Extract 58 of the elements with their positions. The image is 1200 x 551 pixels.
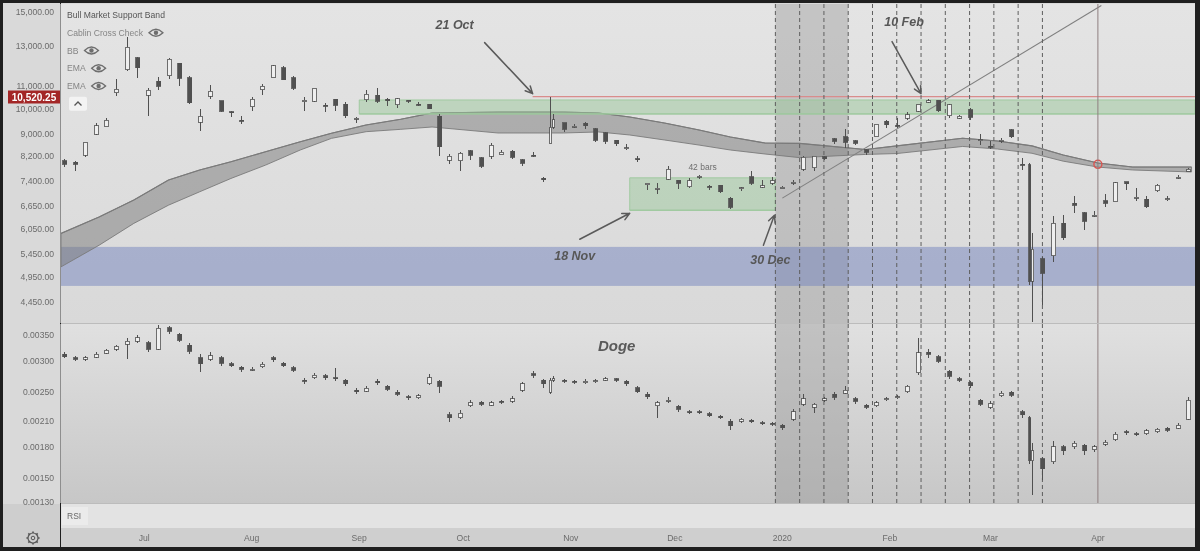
- candlestick: [1113, 181, 1118, 203]
- annotation: EMA: [67, 81, 86, 91]
- annotation: 18 Nov: [554, 249, 597, 264]
- candlestick: [1040, 456, 1045, 481]
- x-tick-label: Sep: [351, 533, 368, 543]
- x-tick-label: Feb: [882, 533, 898, 543]
- x-tick-label: Dec: [667, 533, 684, 543]
- y-tick-label: 9,000.00: [20, 128, 55, 139]
- candlestick: [198, 108, 203, 132]
- y-tick-label: 6,650.00: [20, 201, 55, 212]
- x-tick-label: Nov: [563, 533, 580, 543]
- annotation: Bull Market Support Band: [67, 10, 166, 20]
- y-tick-label: 6,050.00: [20, 223, 55, 234]
- candlestick: [135, 56, 140, 79]
- candlestick: [125, 36, 130, 72]
- y-tick-label: 0.00350: [22, 330, 55, 341]
- candlestick: [916, 337, 921, 376]
- y-tick-label: 4,450.00: [20, 297, 55, 308]
- x-tick-label: 2020: [772, 533, 793, 543]
- x-tick-label: Jul: [138, 533, 150, 543]
- y-tick-label: 4,950.00: [20, 271, 55, 282]
- candlestick: [177, 62, 182, 87]
- candlestick: [156, 324, 161, 351]
- annotation: EMA: [67, 63, 86, 74]
- candlestick: [167, 57, 172, 80]
- annotation: Cablin Cross Check: [67, 27, 144, 38]
- candlestick: [1061, 214, 1066, 241]
- text: 42 bars: [688, 161, 717, 172]
- y-tick-label: 0.00150: [22, 472, 55, 483]
- y-tick-label: 0.00130: [22, 496, 55, 507]
- candlestick: [458, 151, 463, 172]
- y-tick-label: 10,000.00: [15, 103, 55, 114]
- x-tick-label: Apr: [1091, 533, 1105, 543]
- y-tick-label: 7,400.00: [20, 175, 55, 186]
- y-tick-label: 11,000.00: [16, 80, 55, 91]
- y-tick-label: 0.00300: [22, 356, 55, 367]
- candlestick: [146, 87, 151, 117]
- candlestick: [125, 337, 130, 360]
- y-tick-label: 0.00180: [22, 441, 55, 452]
- x-tick-label: Oct: [456, 533, 471, 543]
- annotation: BB: [67, 45, 79, 56]
- y-tick-label: 5,450.00: [20, 248, 55, 259]
- text: Doge: [597, 336, 636, 354]
- y-tick-label: 8,200.00: [20, 151, 55, 162]
- y-tick-label: 13,000.00: [15, 41, 55, 52]
- candlestick: [1051, 440, 1056, 465]
- x-tick-label: Aug: [244, 533, 260, 543]
- annotation: 10 Feb: [884, 14, 925, 29]
- y-tick-label: 15,000.00: [15, 6, 55, 17]
- x-tick-label: Mar: [982, 533, 998, 543]
- candlestick: [1040, 256, 1045, 306]
- candlestick: [978, 133, 983, 146]
- y-tick-label: 0.00250: [22, 386, 55, 397]
- text: RSI: [67, 511, 82, 521]
- annotation: 30 Dec: [750, 253, 791, 268]
- y-tick-label: 0.00210: [22, 416, 55, 427]
- annotation: 21 Oct: [434, 17, 475, 32]
- candlestick: [843, 128, 848, 149]
